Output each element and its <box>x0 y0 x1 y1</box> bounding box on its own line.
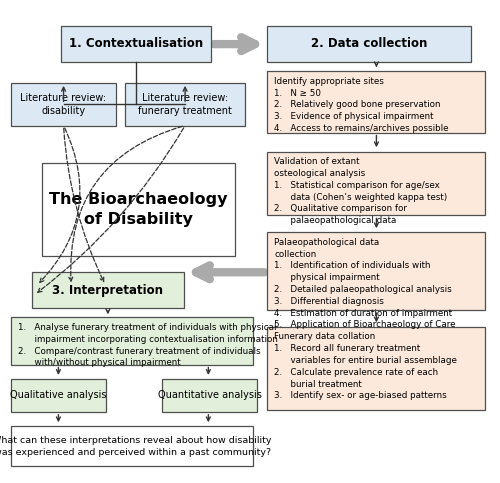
FancyBboxPatch shape <box>11 317 254 365</box>
Text: Funerary data collation
1.   Record all funerary treatment
      variables for e: Funerary data collation 1. Record all fu… <box>274 332 458 400</box>
FancyBboxPatch shape <box>125 83 245 126</box>
Text: Palaeopathological data
collection
1.   Identification of individuals with
     : Palaeopathological data collection 1. Id… <box>274 238 456 329</box>
FancyBboxPatch shape <box>42 163 235 256</box>
FancyBboxPatch shape <box>32 272 184 308</box>
Text: Identify appropriate sites
1.   N ≥ 50
2.   Relatively good bone preservation
3.: Identify appropriate sites 1. N ≥ 50 2. … <box>274 77 449 133</box>
Text: Qualitative analysis: Qualitative analysis <box>10 390 107 400</box>
FancyBboxPatch shape <box>11 426 254 467</box>
Text: Validation of extant
osteological analysis
1.   Statistical comparison for age/s: Validation of extant osteological analys… <box>274 157 448 225</box>
Text: Quantitative analysis: Quantitative analysis <box>158 390 262 400</box>
FancyBboxPatch shape <box>11 379 106 412</box>
Text: 1.   Analyse funerary treatment of individuals with physical
      impairment in: 1. Analyse funerary treatment of individ… <box>18 323 278 367</box>
Text: 1. Contextualisation: 1. Contextualisation <box>69 37 203 50</box>
FancyBboxPatch shape <box>267 71 485 133</box>
Text: Literature review:
disability: Literature review: disability <box>20 93 106 116</box>
Text: 2. Data collection: 2. Data collection <box>310 37 427 50</box>
FancyBboxPatch shape <box>267 232 485 310</box>
FancyBboxPatch shape <box>62 26 211 62</box>
FancyBboxPatch shape <box>162 379 258 412</box>
FancyBboxPatch shape <box>267 152 485 215</box>
Text: What can these interpretations reveal about how disability
was experienced and p: What can these interpretations reveal ab… <box>0 436 272 456</box>
Text: Literature review:
funerary treatment: Literature review: funerary treatment <box>138 93 232 116</box>
Text: 3. Interpretation: 3. Interpretation <box>52 284 164 297</box>
FancyBboxPatch shape <box>267 26 470 62</box>
FancyBboxPatch shape <box>267 327 485 410</box>
FancyBboxPatch shape <box>11 83 116 126</box>
Text: The Bioarchaeology
of Disability: The Bioarchaeology of Disability <box>50 192 228 227</box>
